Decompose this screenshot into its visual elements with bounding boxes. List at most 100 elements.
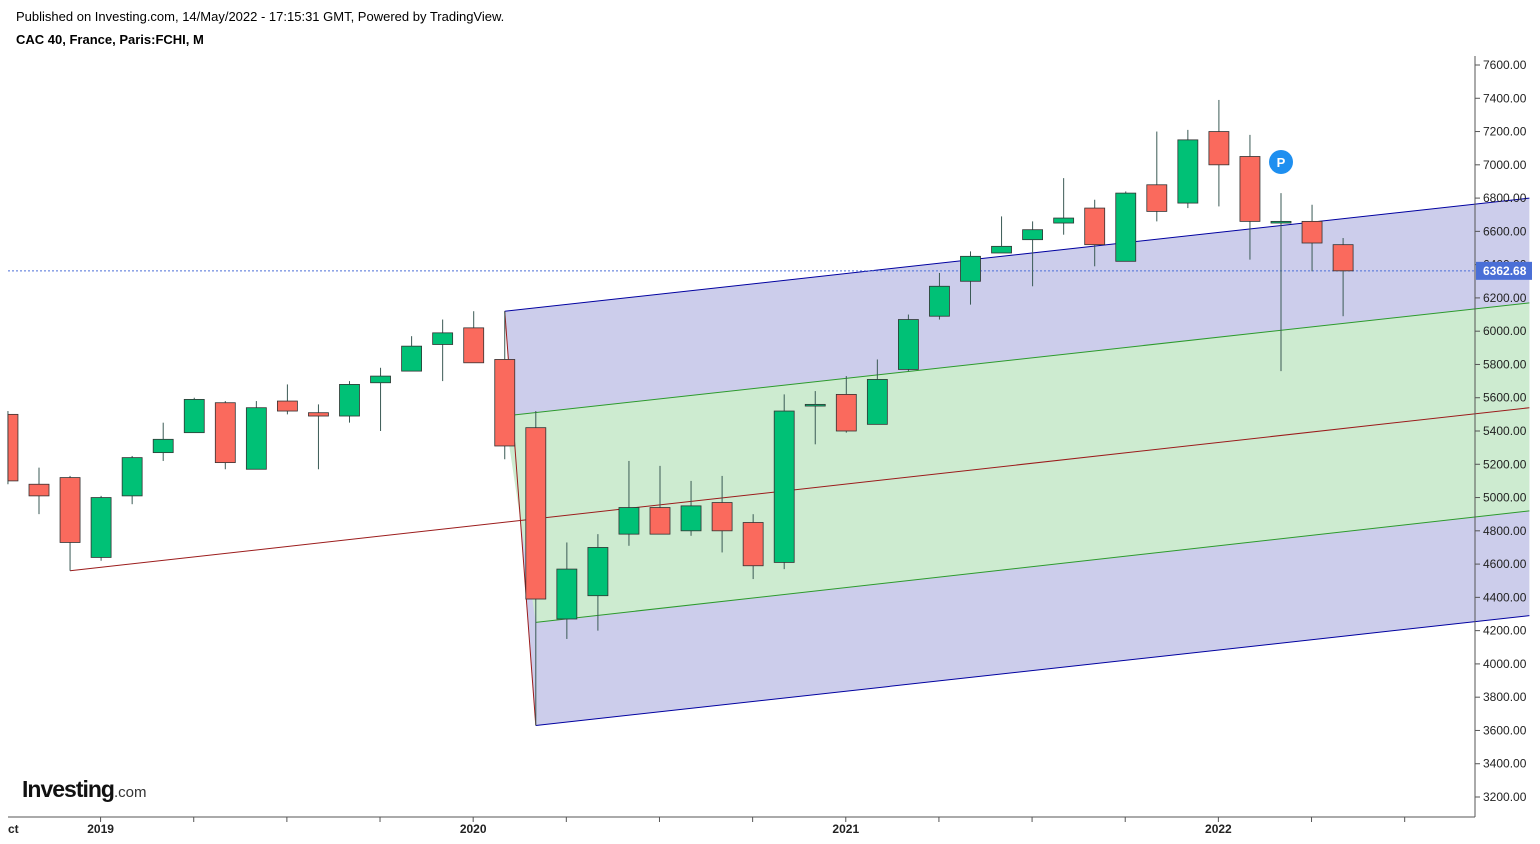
candle-body-up (90, 497, 112, 558)
candle[interactable] (339, 381, 360, 423)
candle[interactable] (929, 272, 950, 320)
candle-body-down (494, 359, 516, 447)
candle[interactable] (866, 359, 888, 425)
candle-body-up (401, 345, 423, 372)
y-tick-label: 4800.00 (1483, 524, 1527, 538)
candle[interactable] (804, 391, 826, 445)
candle[interactable] (835, 376, 857, 433)
candle[interactable] (1146, 131, 1168, 222)
symbol-title: CAC 40, France, Paris:FCHI, M (16, 32, 204, 47)
candle-body-up (183, 398, 205, 434)
candle-body-up (960, 255, 981, 282)
candle[interactable] (214, 401, 236, 470)
candle-body-up (773, 410, 795, 563)
candle[interactable] (59, 475, 81, 571)
candle[interactable] (28, 467, 50, 515)
y-tick-label: 4200.00 (1483, 624, 1527, 638)
y-tick-label: 5200.00 (1483, 457, 1527, 471)
pitchfork-upper-line (504, 197, 1530, 312)
candle-body-down (276, 400, 298, 412)
candle[interactable] (1115, 191, 1137, 262)
candle-body-up (245, 407, 267, 470)
y-tick-label: 6000.00 (1483, 324, 1527, 338)
candle[interactable] (556, 542, 578, 639)
pitchfork-median-line (69, 407, 1530, 572)
candle-body-up (680, 505, 702, 532)
investing-logo: Investing.com (22, 776, 146, 803)
candle-body-down (59, 477, 81, 543)
candle-body-down (28, 483, 50, 497)
candle[interactable] (960, 251, 981, 305)
candle[interactable] (1270, 193, 1292, 372)
candle[interactable] (742, 514, 764, 580)
candle[interactable] (276, 384, 298, 415)
candle-body-down (1084, 207, 1106, 246)
candle-body-up (1022, 229, 1043, 241)
pattern-marker[interactable]: P (1269, 150, 1293, 174)
y-tick-label: 4600.00 (1483, 557, 1527, 571)
candle-body-up (1115, 192, 1137, 262)
candle[interactable] (494, 311, 516, 460)
candle-body-up (432, 332, 454, 345)
candle-body-down (1301, 220, 1323, 244)
y-tick-label: 3800.00 (1483, 690, 1527, 704)
y-tick-label: 7400.00 (1483, 91, 1527, 105)
y-tick-label: 3400.00 (1483, 757, 1527, 771)
candle[interactable] (370, 367, 391, 431)
candle[interactable] (587, 534, 609, 631)
candle[interactable] (649, 465, 671, 535)
candle[interactable] (121, 455, 143, 505)
last-price-badge (1476, 261, 1532, 280)
y-tick-label: 4000.00 (1483, 657, 1527, 671)
candle[interactable] (991, 216, 1012, 254)
y-tick-label: 5000.00 (1483, 491, 1527, 505)
candle-body-up (1270, 220, 1292, 224)
logo-wordmark: Investing (22, 776, 115, 802)
candle[interactable] (525, 411, 547, 726)
candle[interactable] (1239, 134, 1261, 260)
candle[interactable] (7, 411, 19, 485)
y-tick-label: 4400.00 (1483, 590, 1527, 604)
candle[interactable] (401, 336, 423, 372)
x-tick-label: 2019 (87, 822, 114, 836)
candle-body-up (866, 379, 888, 425)
candle[interactable] (245, 401, 267, 470)
candle[interactable] (1177, 129, 1199, 209)
candle[interactable] (432, 319, 454, 382)
candle[interactable] (711, 475, 733, 553)
candle[interactable] (618, 460, 640, 546)
candle[interactable] (183, 397, 205, 434)
candle-body-down (7, 413, 19, 482)
candle[interactable] (152, 422, 174, 461)
candle[interactable] (463, 311, 485, 364)
candle[interactable] (898, 314, 919, 372)
candle-body-down (463, 327, 485, 364)
candle[interactable] (1301, 204, 1323, 272)
candle-body-down (1332, 244, 1354, 272)
candle-body-up (339, 384, 360, 417)
candle[interactable] (308, 404, 329, 470)
y-tick-label: 5400.00 (1483, 424, 1527, 438)
candle[interactable] (680, 480, 702, 536)
candle-body-down (711, 502, 733, 532)
plot-area: P (7, 99, 1530, 726)
candle[interactable] (1208, 99, 1230, 207)
candle[interactable] (1332, 238, 1354, 317)
candle[interactable] (1022, 221, 1043, 287)
candle-body-up (1177, 139, 1199, 204)
x-tick-label: ct (8, 822, 19, 836)
candle[interactable] (773, 394, 795, 570)
pitchfork-inner-lower-line (535, 510, 1530, 623)
y-tick-label: 7200.00 (1483, 125, 1527, 139)
candle-body-down (525, 427, 547, 600)
candle-body-up (587, 547, 609, 597)
y-tick-label: 3200.00 (1483, 790, 1527, 804)
candle[interactable] (1084, 199, 1106, 267)
candle-body-down (742, 522, 764, 567)
candle-body-down (835, 393, 857, 432)
y-tick-label: 6600.00 (1483, 224, 1527, 238)
candle[interactable] (90, 495, 112, 561)
x-tick-label: 2022 (1205, 822, 1232, 836)
candle[interactable] (1053, 178, 1075, 235)
